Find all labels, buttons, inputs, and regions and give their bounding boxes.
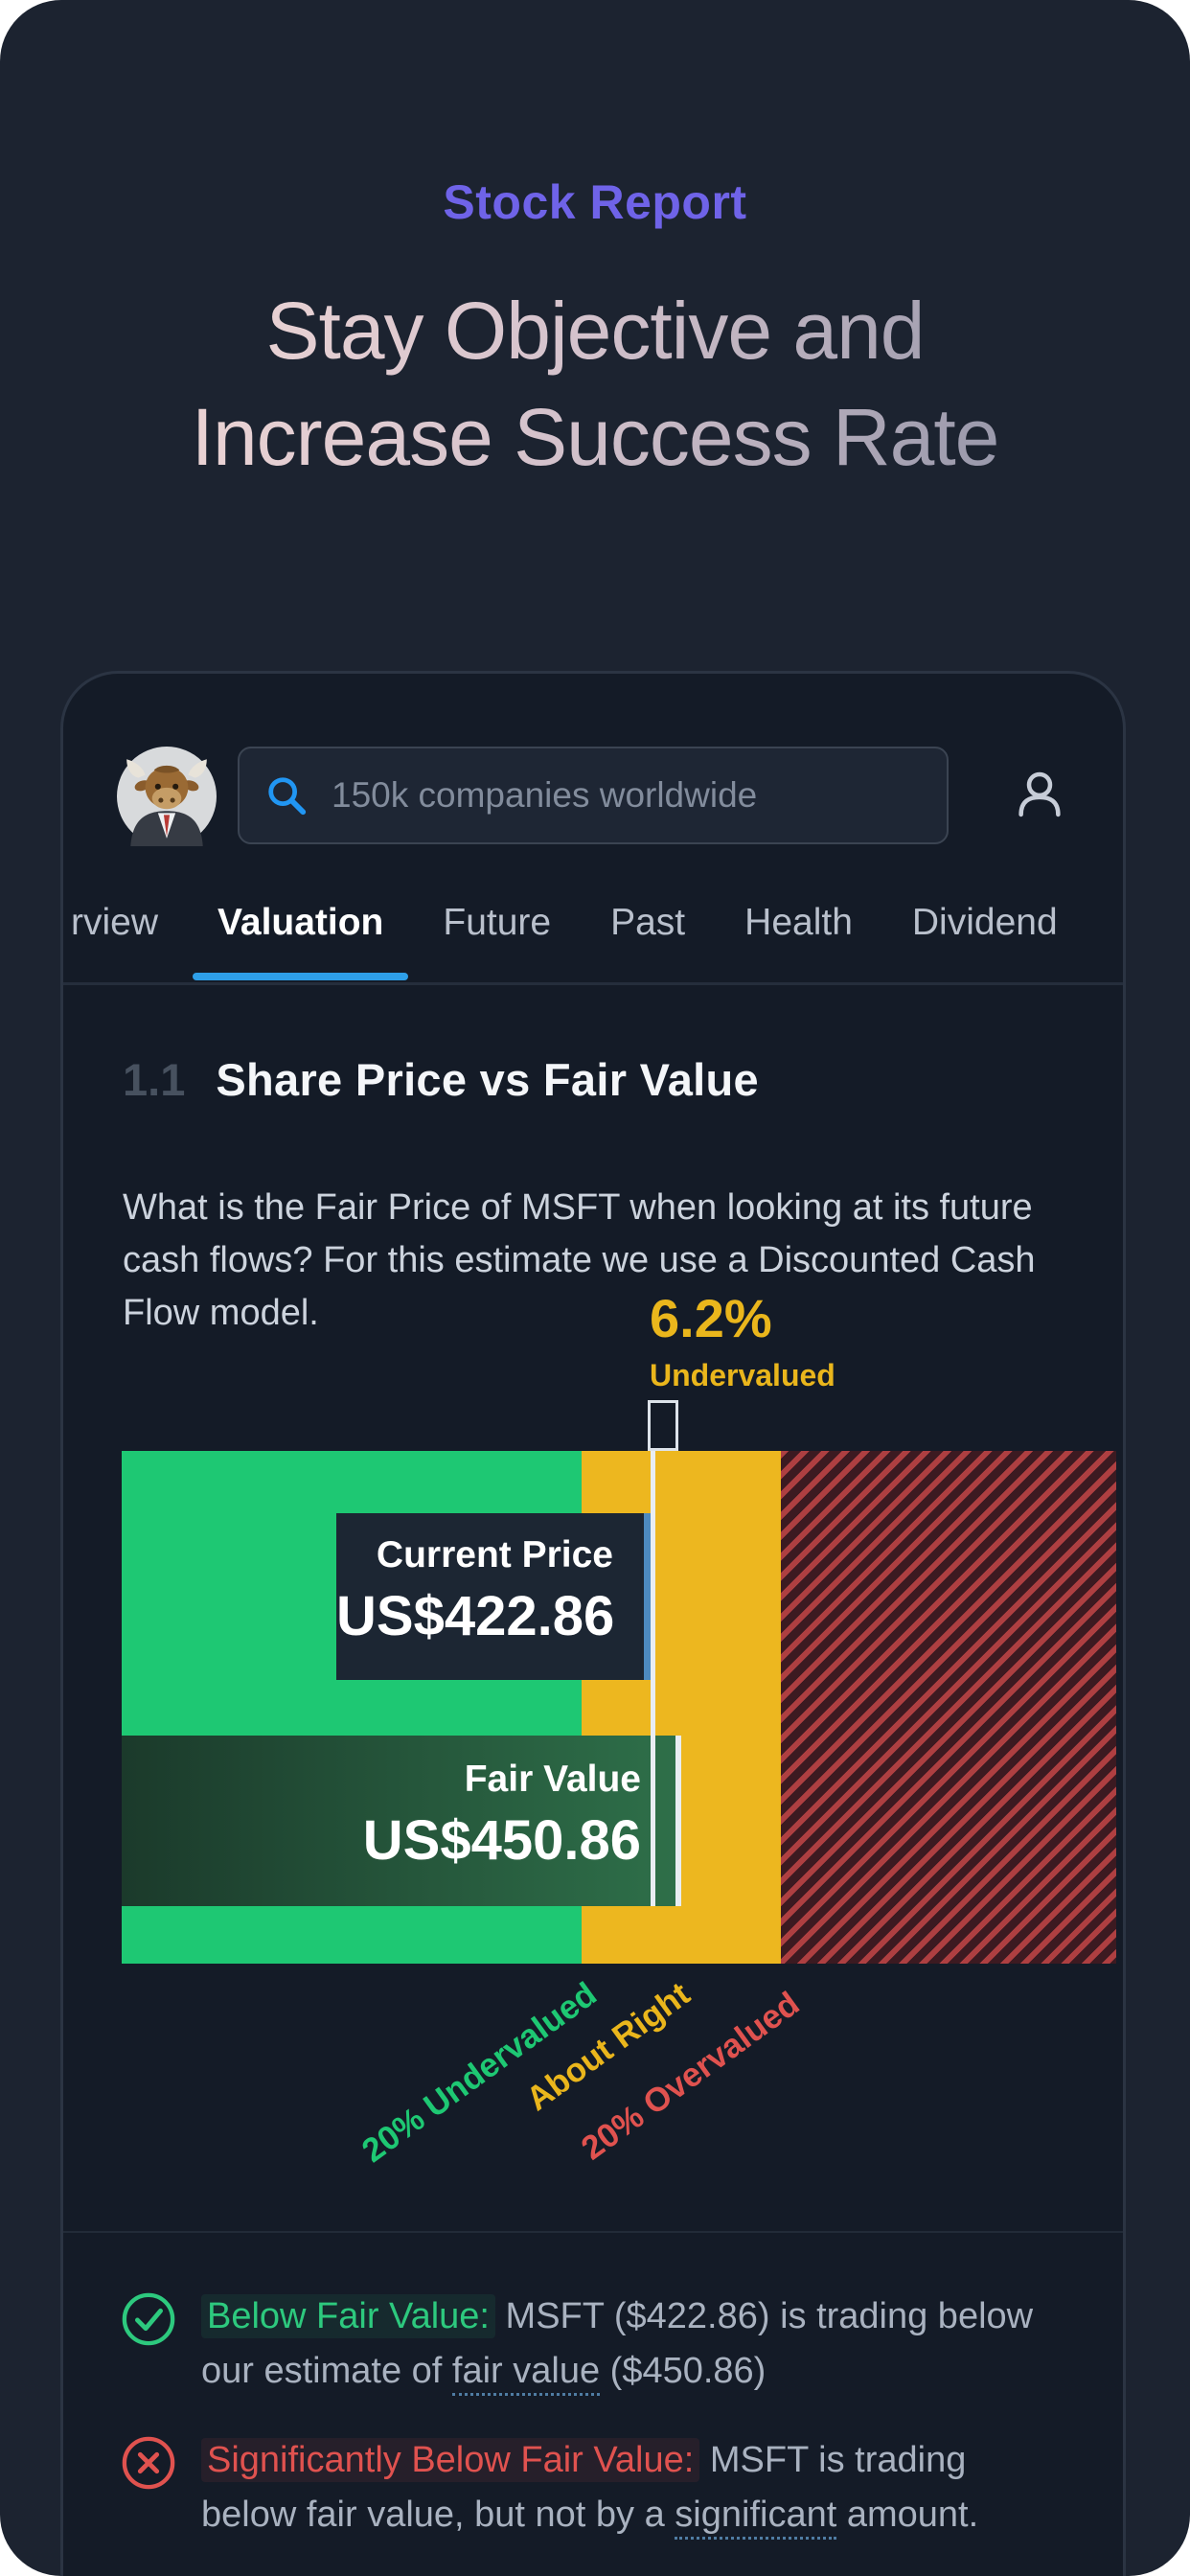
- insight-significantly-below: Significantly Below Fair Value: MSFT is …: [121, 2433, 1079, 2542]
- check-circle-icon: [122, 2292, 175, 2346]
- profile-icon[interactable]: [1010, 764, 1069, 823]
- discount-percent: 6.2%: [650, 1288, 772, 1348]
- tabs-divider: [63, 982, 1123, 985]
- current-price-box: Current Price US$422.86: [336, 1513, 651, 1680]
- tab-health[interactable]: Health: [744, 902, 853, 943]
- current-price-value: US$422.86: [336, 1585, 615, 1647]
- section-description: What is the Fair Price of MSFT when look…: [123, 1187, 1036, 1334]
- insight-below-fair-value: Below Fair Value: MSFT ($422.86) is trad…: [121, 2289, 1079, 2399]
- section-title: Share Price vs Fair Value: [216, 1054, 759, 1105]
- bull-mascot-avatar: [117, 747, 217, 846]
- fair-value-value: US$450.86: [362, 1809, 641, 1872]
- axis-label-overvalued: 20% Overvalued: [574, 1985, 806, 2168]
- fair-value-label: Fair Value: [464, 1759, 641, 1800]
- tab-bar: rview Valuation Future Past Health Divid…: [71, 902, 1123, 980]
- price-marker-line: [651, 1451, 655, 1906]
- tab-valuation[interactable]: Valuation: [192, 902, 409, 980]
- tab-past[interactable]: Past: [610, 902, 686, 943]
- headline-line-2: Increase Success Rate: [191, 391, 999, 482]
- headline: Stay Objective and Increase Success Rate: [0, 278, 1190, 491]
- insight-body-before: MSFT is trading below fair value, but no…: [201, 2440, 967, 2535]
- insight-text: Below Fair Value: MSFT ($422.86) is trad…: [201, 2289, 1068, 2399]
- tab-future[interactable]: Future: [443, 902, 552, 943]
- insight-text: Significantly Below Fair Value: MSFT is …: [201, 2433, 1068, 2542]
- insight-status-label: Significantly Below Fair Value:: [201, 2438, 700, 2482]
- search-bar[interactable]: [238, 747, 949, 844]
- section-heading: 1.1 Share Price vs Fair Value: [123, 1053, 759, 1106]
- current-price-label: Current Price: [376, 1534, 613, 1576]
- insights-divider: [63, 2231, 1123, 2233]
- tab-overview-clipped[interactable]: rview: [71, 902, 159, 943]
- fair-value-box: Fair Value US$450.86: [122, 1736, 681, 1906]
- report-kicker: Stock Report: [443, 175, 747, 229]
- fair-value-term[interactable]: fair value: [451, 2351, 601, 2396]
- insight-body-after: ($450.86): [600, 2351, 767, 2391]
- insight-body-before: MSFT ($422.86) is trading below our esti…: [201, 2296, 1034, 2391]
- x-circle-icon: [122, 2436, 175, 2490]
- search-input[interactable]: [330, 774, 922, 816]
- discount-label: Undervalued: [650, 1358, 835, 1392]
- search-icon: [268, 777, 307, 816]
- fair-value-chart: Current Price US$422.86 Fair Value US$45…: [122, 1451, 1116, 1964]
- insight-status-label: Below Fair Value:: [201, 2294, 495, 2338]
- significant-term[interactable]: significant: [675, 2495, 837, 2540]
- section-number: 1.1: [123, 1054, 186, 1105]
- zone-overvalued: [781, 1451, 1116, 1964]
- stock-report-card: rview Valuation Future Past Health Divid…: [60, 671, 1126, 2576]
- price-gap-bracket: [648, 1400, 678, 1451]
- insight-body-after: amount.: [836, 2495, 979, 2535]
- headline-line-1: Stay Objective and: [265, 286, 925, 376]
- tab-dividend[interactable]: Dividend: [911, 902, 1058, 943]
